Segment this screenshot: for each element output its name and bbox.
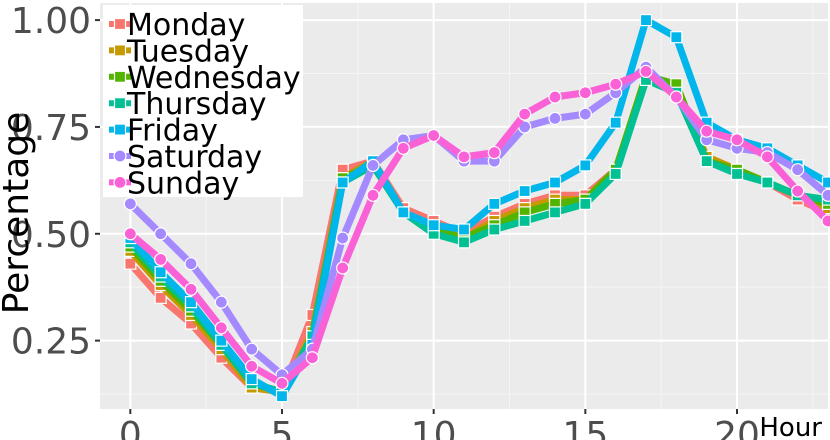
data-point-saturday bbox=[245, 342, 259, 356]
data-point-saturday bbox=[123, 197, 137, 211]
legend-box bbox=[103, 5, 303, 197]
data-point-friday bbox=[215, 334, 228, 347]
data-point-friday bbox=[336, 176, 349, 189]
data-point-sunday bbox=[548, 90, 562, 104]
data-point-sunday bbox=[821, 214, 830, 228]
data-point-sunday bbox=[487, 145, 501, 160]
data-point-saturday bbox=[578, 107, 592, 121]
data-point-friday bbox=[457, 223, 471, 236]
data-point-sunday bbox=[396, 141, 410, 155]
data-point-friday bbox=[821, 176, 830, 189]
axes: 0.25 0.50 0.75 1.00 0 5 10 15 20 bbox=[11, 1, 760, 440]
data-point-sunday bbox=[336, 261, 350, 275]
data-point-sunday bbox=[184, 282, 198, 296]
legend-key-friday bbox=[113, 123, 127, 136]
data-point-saturday bbox=[821, 188, 830, 202]
legend-key-saturday bbox=[113, 149, 127, 163]
data-point-friday bbox=[548, 176, 562, 189]
data-point-sunday bbox=[245, 359, 259, 373]
x-tick-label: 10 bbox=[411, 415, 457, 440]
x-tick-label: 0 bbox=[119, 415, 142, 440]
legend-label-saturday: Saturday bbox=[127, 140, 262, 175]
y-tick-label: 0.25 bbox=[11, 322, 91, 363]
x-tick-label: 20 bbox=[714, 415, 760, 440]
data-point-friday bbox=[670, 31, 683, 44]
data-point-sunday bbox=[427, 128, 441, 143]
data-point-friday bbox=[518, 184, 531, 198]
series-sunday bbox=[123, 64, 830, 390]
data-point-saturday bbox=[791, 163, 805, 177]
legend-key-thursday bbox=[113, 97, 127, 110]
legend: MondayTuesdayWednesdayThursdayFridaySatu… bbox=[103, 5, 303, 201]
x-tick-label: 15 bbox=[562, 415, 608, 440]
data-point-sunday bbox=[123, 227, 137, 241]
y-tick-label: 1.00 bbox=[11, 1, 91, 42]
data-point-thursday bbox=[700, 155, 713, 168]
data-point-thursday bbox=[518, 214, 531, 228]
data-point-thursday bbox=[548, 206, 562, 219]
data-point-friday bbox=[639, 13, 653, 27]
data-point-sunday bbox=[275, 376, 289, 390]
data-point-sunday bbox=[154, 252, 168, 267]
data-point-friday bbox=[184, 296, 198, 309]
data-point-monday bbox=[124, 257, 137, 270]
data-point-sunday bbox=[457, 150, 471, 164]
data-point-friday bbox=[397, 206, 410, 219]
y-tick-label: 0.75 bbox=[11, 108, 91, 149]
data-point-sunday bbox=[305, 351, 319, 365]
legend-label-tuesday: Tuesday bbox=[126, 34, 249, 69]
data-point-sunday bbox=[214, 321, 228, 335]
legend-key-sunday bbox=[113, 175, 127, 189]
data-point-monday bbox=[154, 291, 167, 304]
data-point-thursday bbox=[488, 223, 501, 236]
data-point-saturday bbox=[184, 257, 198, 271]
legend-label-thursday: Thursday bbox=[126, 87, 267, 122]
y-tick-label: 0.50 bbox=[11, 215, 91, 256]
legend-key-monday bbox=[113, 17, 127, 31]
data-point-friday bbox=[245, 372, 258, 386]
data-point-friday bbox=[154, 266, 167, 279]
series-layer bbox=[123, 13, 830, 403]
series-friday bbox=[124, 13, 830, 403]
data-point-thursday bbox=[579, 197, 592, 210]
data-point-saturday bbox=[366, 158, 380, 172]
data-point-sunday bbox=[609, 77, 623, 91]
x-axis-title: Hour bbox=[759, 413, 822, 440]
data-point-thursday bbox=[730, 167, 744, 181]
data-point-sunday bbox=[760, 150, 774, 164]
data-point-saturday bbox=[336, 231, 350, 245]
data-point-friday bbox=[579, 159, 592, 172]
legend-label-sunday: Sunday bbox=[127, 166, 239, 201]
data-point-friday bbox=[609, 116, 622, 129]
data-point-sunday bbox=[639, 64, 653, 78]
legend-label-friday: Friday bbox=[127, 114, 218, 149]
data-point-sunday bbox=[578, 86, 592, 100]
data-point-saturday bbox=[548, 111, 562, 125]
y-axis-title: Percentage bbox=[0, 112, 37, 315]
legend-label-monday: Monday bbox=[127, 8, 245, 43]
data-point-saturday bbox=[154, 227, 168, 241]
data-point-sunday bbox=[791, 184, 805, 198]
legend-key-tuesday bbox=[113, 44, 127, 57]
x-tick-label: 5 bbox=[271, 415, 294, 440]
data-point-sunday bbox=[700, 124, 714, 138]
data-point-saturday bbox=[214, 295, 228, 309]
data-point-sunday bbox=[669, 90, 683, 104]
legend-key-wednesday bbox=[113, 70, 127, 83]
data-point-thursday bbox=[457, 236, 471, 249]
data-point-friday bbox=[275, 390, 289, 403]
data-point-friday bbox=[427, 219, 440, 232]
legend-label-wednesday: Wednesday bbox=[127, 61, 301, 96]
data-point-thursday bbox=[761, 176, 774, 189]
data-point-sunday bbox=[730, 133, 744, 147]
data-point-sunday bbox=[366, 188, 380, 202]
data-point-friday bbox=[488, 197, 501, 210]
data-point-thursday bbox=[609, 167, 622, 181]
data-point-sunday bbox=[518, 107, 532, 121]
